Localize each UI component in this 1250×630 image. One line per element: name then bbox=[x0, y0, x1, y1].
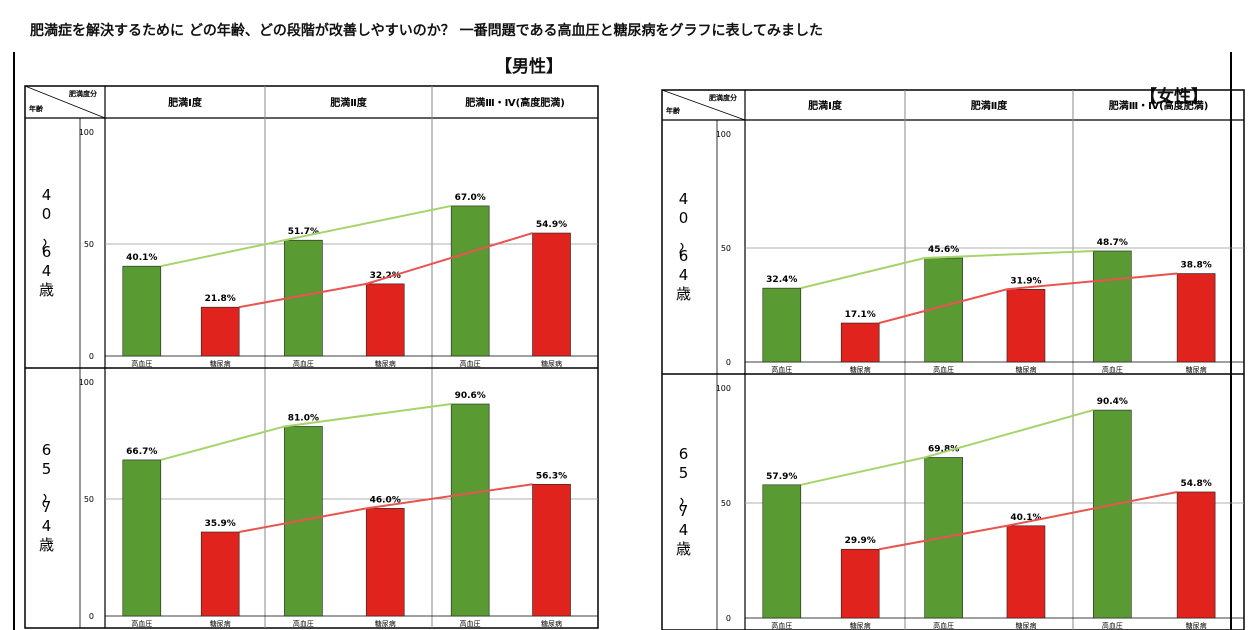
chart0-ytick-1-50: 50 bbox=[84, 495, 94, 504]
chart0-column-header-0: 肥満Ⅰ度 bbox=[168, 96, 203, 109]
chart1-data-label-0-1-1: 31.9% bbox=[1010, 276, 1041, 286]
chart1-bar-category-1-1-0: 糖尿病 bbox=[850, 621, 871, 630]
chart0-data-label-0-1-2: 54.9% bbox=[536, 220, 567, 230]
chart0-bar-1-hypertension-0 bbox=[123, 460, 161, 616]
chart1-bar-category-1-0-2: 高血圧 bbox=[1102, 621, 1123, 630]
chart0-bar-1-diabetes-0 bbox=[201, 532, 239, 616]
chart1-bar-1-hypertension-0 bbox=[763, 485, 801, 618]
chart1-ytick-0-50: 50 bbox=[721, 244, 731, 253]
chart0-corner-label-top: 肥満度分 bbox=[68, 89, 97, 98]
chart1-ytick-0-100: 100 bbox=[716, 130, 731, 139]
chart1-bar-category-0-1-1: 糖尿病 bbox=[1015, 365, 1036, 374]
chart0-bar-0-diabetes-1 bbox=[366, 284, 404, 356]
chart1-age-label-1: 6 5 〜7 4 歳 bbox=[672, 445, 691, 558]
chart0-bar-category-1-0-1: 高血圧 bbox=[293, 619, 314, 628]
chart1-data-label-0-0-0: 32.4% bbox=[766, 275, 797, 285]
chart1-data-label-1-1-0: 29.9% bbox=[845, 536, 876, 546]
chart0-data-label-0-1-1: 32.2% bbox=[370, 271, 401, 281]
chart0-bar-category-0-0-1: 高血圧 bbox=[293, 359, 314, 368]
chart1-ytick-0-0: 0 bbox=[726, 358, 731, 367]
chart1-bar-category-1-0-0: 高血圧 bbox=[771, 621, 792, 630]
chart0-bar-category-0-1-0: 糖尿病 bbox=[210, 359, 231, 368]
chart0-data-label-0-0-2: 67.0% bbox=[455, 193, 486, 203]
chart0-data-label-1-0-0: 66.7% bbox=[126, 447, 157, 457]
chart1-bar-category-0-0-1: 高血圧 bbox=[933, 365, 954, 374]
chart1-data-label-1-0-0: 57.9% bbox=[766, 472, 797, 482]
chart1-bar-1-hypertension-2 bbox=[1093, 410, 1131, 618]
chart1-data-label-0-0-2: 48.7% bbox=[1097, 238, 1128, 248]
chart0-bar-1-diabetes-2 bbox=[533, 484, 571, 616]
chart0-corner-label-bottom: 年齢 bbox=[29, 104, 44, 113]
chart0-bar-category-0-1-1: 糖尿病 bbox=[375, 359, 396, 368]
chart1-data-label-0-0-1: 45.6% bbox=[928, 245, 959, 255]
chart0-data-label-0-0-0: 40.1% bbox=[126, 253, 157, 263]
chart1-ytick-1-100: 100 bbox=[716, 384, 731, 393]
chart1-column-header-0: 肥満Ⅰ度 bbox=[808, 99, 843, 112]
chart0-data-label-1-1-2: 56.3% bbox=[536, 471, 567, 481]
chart0-bar-category-1-0-2: 高血圧 bbox=[460, 619, 481, 628]
chart0-column-header-1: 肥満Ⅱ度 bbox=[330, 96, 368, 109]
chart0-bar-0-hypertension-2 bbox=[451, 206, 489, 356]
chart1-bar-category-1-1-2: 糖尿病 bbox=[1186, 621, 1207, 630]
chart1-data-label-0-1-2: 38.8% bbox=[1181, 261, 1212, 271]
chart0-age-label-0: 4 0 〜6 4 歳 bbox=[35, 186, 54, 299]
chart1-data-label-1-0-2: 90.4% bbox=[1097, 397, 1128, 407]
chart1-bar-0-diabetes-1 bbox=[1007, 289, 1045, 362]
chart0-bar-category-1-0-0: 高血圧 bbox=[131, 619, 152, 628]
chart1-bar-0-hypertension-2 bbox=[1093, 251, 1131, 362]
chart0-ytick-0-0: 0 bbox=[89, 352, 94, 361]
chart0-data-label-0-1-0: 21.8% bbox=[205, 294, 236, 304]
chart0-bar-category-0-1-2: 糖尿病 bbox=[541, 359, 562, 368]
chart1-bar-0-hypertension-0 bbox=[763, 288, 801, 362]
chart1-ytick-1-50: 50 bbox=[721, 499, 731, 508]
chart0-bar-0-diabetes-0 bbox=[201, 307, 239, 356]
chart0-bar-1-hypertension-2 bbox=[451, 404, 489, 616]
chart1-bar-0-diabetes-2 bbox=[1177, 274, 1215, 362]
chart1-bar-0-diabetes-0 bbox=[841, 323, 879, 362]
chart0-ytick-1-100: 100 bbox=[79, 378, 94, 387]
chart0-bar-category-0-0-0: 高血圧 bbox=[131, 359, 152, 368]
chart0-bar-0-hypertension-0 bbox=[123, 266, 161, 356]
chart0-bar-category-1-1-2: 糖尿病 bbox=[541, 619, 562, 628]
chart0-bar-category-1-1-0: 糖尿病 bbox=[210, 619, 231, 628]
chart1-age-label-0: 4 0 〜6 4 歳 bbox=[672, 190, 691, 303]
chart0-bar-category-1-1-1: 糖尿病 bbox=[375, 619, 396, 628]
chart0-data-label-1-0-2: 90.6% bbox=[455, 391, 486, 401]
chart1-bar-category-0-0-2: 高血圧 bbox=[1102, 365, 1123, 374]
chart0-bar-1-diabetes-1 bbox=[366, 508, 404, 616]
chart1-column-header-2: 肥満Ⅲ・Ⅳ(高度肥満) bbox=[1109, 99, 1209, 112]
chart1-bar-1-diabetes-0 bbox=[841, 549, 879, 618]
chart1-data-label-1-1-2: 54.8% bbox=[1181, 479, 1212, 489]
chart1-bar-category-0-1-2: 糖尿病 bbox=[1186, 365, 1207, 374]
chart1-bar-category-1-0-1: 高血圧 bbox=[933, 621, 954, 630]
chart0-ytick-1-0: 0 bbox=[89, 612, 94, 621]
chart0-bar-0-diabetes-2 bbox=[533, 233, 571, 356]
chart1-bar-1-diabetes-1 bbox=[1007, 526, 1045, 618]
chart0-column-header-2: 肥満Ⅲ・Ⅳ(高度肥満) bbox=[465, 96, 565, 109]
chart1-ytick-1-0: 0 bbox=[726, 614, 731, 623]
chart0-bar-1-hypertension-1 bbox=[284, 426, 322, 616]
chart0-age-label-1: 6 5 〜7 4 歳 bbox=[35, 441, 54, 554]
chart1-corner-label-bottom: 年齢 bbox=[666, 106, 681, 115]
chart1-data-label-0-1-0: 17.1% bbox=[845, 310, 876, 320]
chart0-data-label-1-1-0: 35.9% bbox=[205, 519, 236, 529]
chart1-column-header-1: 肥満Ⅱ度 bbox=[971, 99, 1009, 112]
chart1-bar-category-0-1-0: 糖尿病 bbox=[850, 365, 871, 374]
chart0-ytick-0-100: 100 bbox=[79, 128, 94, 137]
chart1-bar-category-1-1-1: 糖尿病 bbox=[1015, 621, 1036, 630]
chart1-corner-label-top: 肥満度分 bbox=[708, 93, 737, 102]
chart1-bar-category-0-0-0: 高血圧 bbox=[771, 365, 792, 374]
chart0-bar-category-0-0-2: 高血圧 bbox=[460, 359, 481, 368]
chart1-bar-1-diabetes-2 bbox=[1177, 492, 1215, 618]
chart0-ytick-0-50: 50 bbox=[84, 240, 94, 249]
